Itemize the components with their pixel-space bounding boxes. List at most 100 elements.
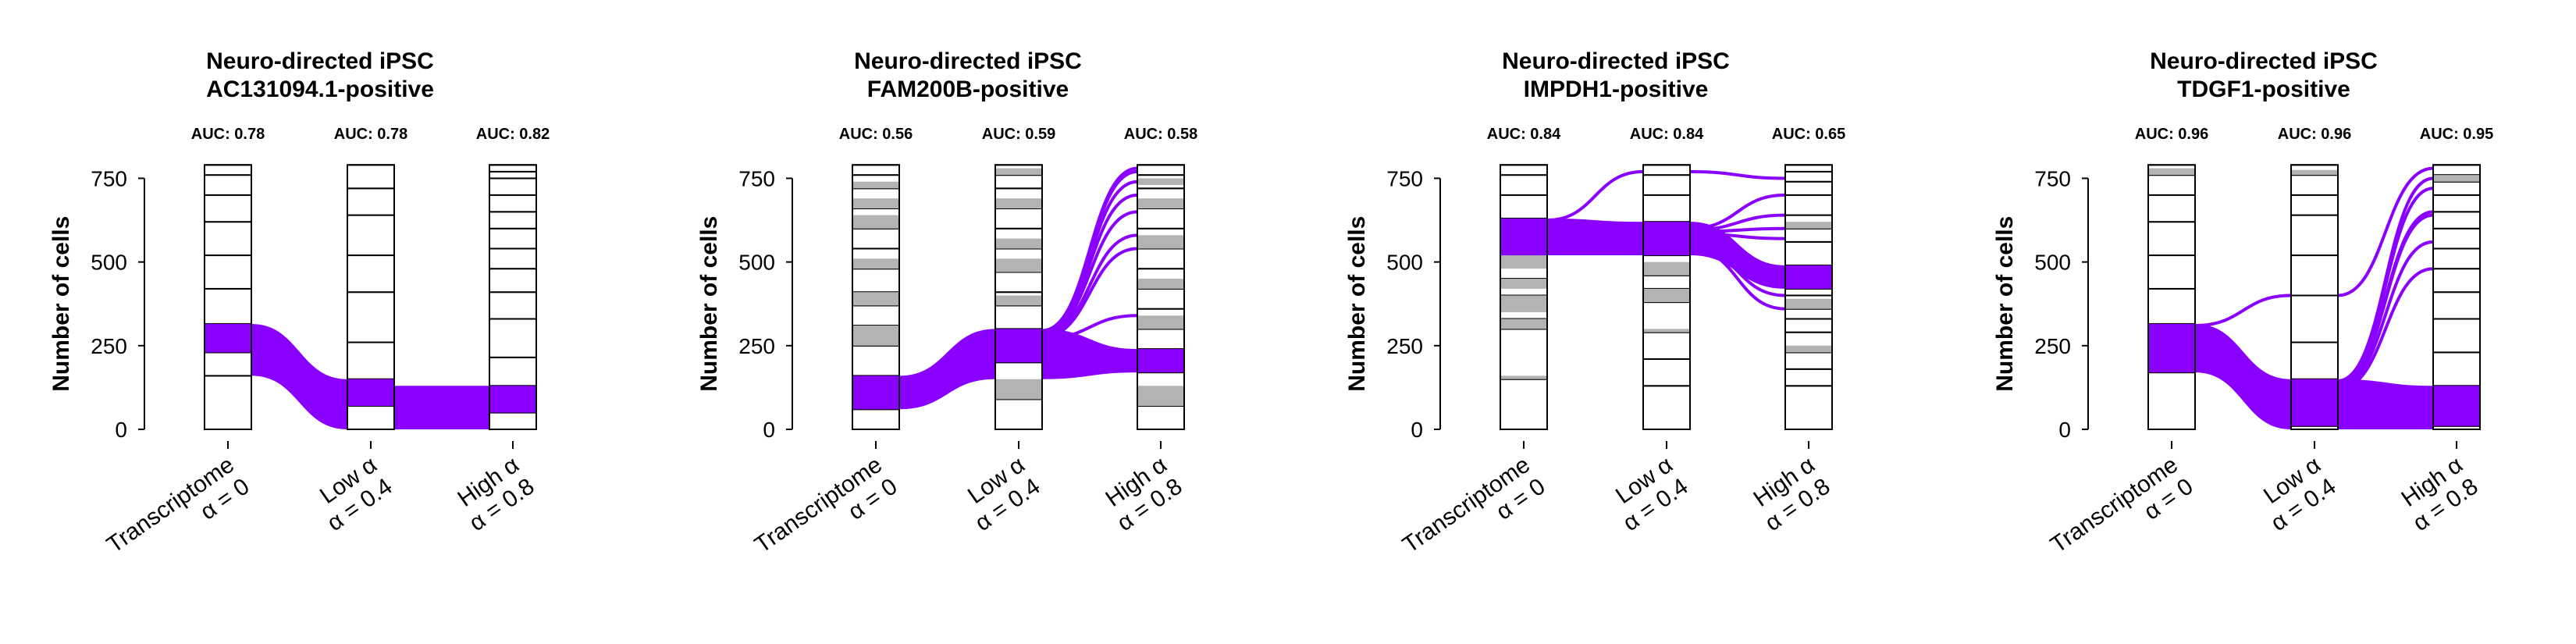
bar-segment	[1784, 240, 1833, 266]
y-tick-label: 500	[1386, 251, 1423, 275]
bar-segment	[1500, 194, 1548, 219]
bar-segment	[1784, 194, 1833, 216]
bar-segment	[994, 174, 1043, 190]
bar-segment-grey	[1501, 318, 1546, 329]
bar-segment	[2432, 194, 2481, 213]
bar-outline	[1642, 164, 1691, 430]
bar-segment	[2432, 318, 2481, 354]
x-tick-label: High αα = 0.8	[2393, 452, 2483, 536]
bar-segment	[2290, 254, 2339, 297]
bar-outline	[1784, 164, 1833, 430]
bar-segment-grey	[1138, 279, 1183, 289]
chart-title-line: IMPDH1-positive	[1524, 76, 1709, 102]
auc-label: AUC: 0.82	[476, 126, 550, 143]
bar-outline	[489, 164, 537, 430]
bar-segment-grey	[1138, 178, 1183, 186]
bar-segment	[347, 187, 395, 216]
bar-segment	[2432, 164, 2481, 176]
bar-segment-grey	[1786, 345, 1831, 353]
bar-segment	[1137, 247, 1185, 270]
chart-title-line: Neuro-directed iPSC	[854, 48, 1082, 74]
x-tick-label: High αα = 0.8	[1745, 452, 1835, 536]
bar-segment	[1642, 194, 1691, 223]
flow-line	[1689, 193, 1786, 230]
y-tick-label: 750	[91, 166, 127, 190]
y-tick-label: 0	[115, 418, 127, 442]
bar-segment	[994, 271, 1043, 294]
flow-line	[1041, 233, 1138, 337]
bar-segment-grey	[1786, 298, 1831, 309]
x-tick-label: Transcriptomeα = 0	[750, 452, 902, 580]
bar-outline	[2147, 164, 2196, 430]
bar-segment	[1137, 164, 1185, 176]
flow-line	[2194, 294, 2292, 328]
bar-segment-grey	[1138, 235, 1183, 249]
bar-segment	[1137, 287, 1185, 310]
auc-label: AUC: 0.84	[1487, 126, 1561, 143]
bar-segment-highlight	[348, 379, 393, 406]
bar-segment	[1784, 170, 1833, 183]
bar-outline	[852, 164, 900, 430]
bar-segment	[2432, 351, 2481, 387]
bar-segment	[204, 287, 252, 325]
auc-label: AUC: 0.96	[2135, 126, 2208, 143]
bar-segment	[1500, 174, 1548, 196]
bar-segment	[204, 375, 252, 430]
bar-segment	[1784, 164, 1833, 173]
bar-segment-grey	[1644, 288, 1689, 303]
bar-segment	[204, 174, 252, 196]
bar-segment-grey	[1501, 295, 1546, 312]
x-tick-label: Low αα = 0.4	[308, 452, 397, 536]
flow-line	[2337, 267, 2434, 391]
bar-segment	[2432, 211, 2481, 229]
bar-segment	[347, 254, 395, 294]
bar-segment	[347, 164, 395, 190]
bar-segment	[2147, 194, 2196, 223]
y-tick-label: 500	[2034, 251, 2071, 275]
bar-segment-highlight	[2434, 386, 2479, 426]
flow-line	[1689, 232, 1786, 240]
bar-segment	[852, 164, 900, 176]
y-tick-label: 0	[763, 418, 775, 442]
bar-segment	[1642, 174, 1691, 196]
y-tick-label: 500	[91, 251, 127, 275]
bar-segment	[1642, 301, 1691, 333]
auc-label: AUC: 0.95	[2420, 126, 2493, 143]
x-tick-label: High αα = 0.8	[1098, 452, 1187, 536]
bar-outline	[347, 164, 395, 430]
y-tick-label: 500	[738, 251, 775, 275]
y-axis-title: Number of cells	[48, 216, 74, 392]
bar-segment	[489, 170, 537, 180]
bar-segment	[1500, 164, 1548, 176]
bar-segment	[489, 194, 537, 213]
bar-segment	[1642, 331, 1691, 360]
flow-band	[1547, 218, 1643, 256]
bar-segment	[204, 254, 252, 290]
bar-segment	[2290, 214, 2339, 257]
bar-segment	[489, 411, 537, 430]
bar-segment	[489, 356, 537, 387]
bar-segment	[1784, 351, 1833, 370]
bar-segment-grey	[853, 215, 898, 229]
bar-segment	[1642, 358, 1691, 387]
bar-outline	[2290, 164, 2339, 430]
flow-line	[1689, 245, 1786, 297]
y-tick-label: 750	[738, 166, 775, 190]
bar-segment	[994, 208, 1043, 229]
flow-line	[1689, 213, 1786, 232]
auc-label: AUC: 0.78	[191, 126, 265, 143]
x-tick-label: Low αα = 0.4	[955, 452, 1045, 536]
bar-segment	[2432, 227, 2481, 250]
bar-segment-grey	[1501, 255, 1546, 269]
flow-line	[1689, 247, 1786, 311]
bar-segment-highlight	[2292, 379, 2337, 426]
bar-segment-grey	[996, 198, 1041, 209]
flow-line	[2337, 213, 2434, 388]
bar-segment	[347, 214, 395, 257]
flow-band	[2338, 379, 2433, 429]
flow-line	[2337, 187, 2434, 384]
bar-segment	[1137, 208, 1185, 229]
bar-segment	[204, 194, 252, 223]
